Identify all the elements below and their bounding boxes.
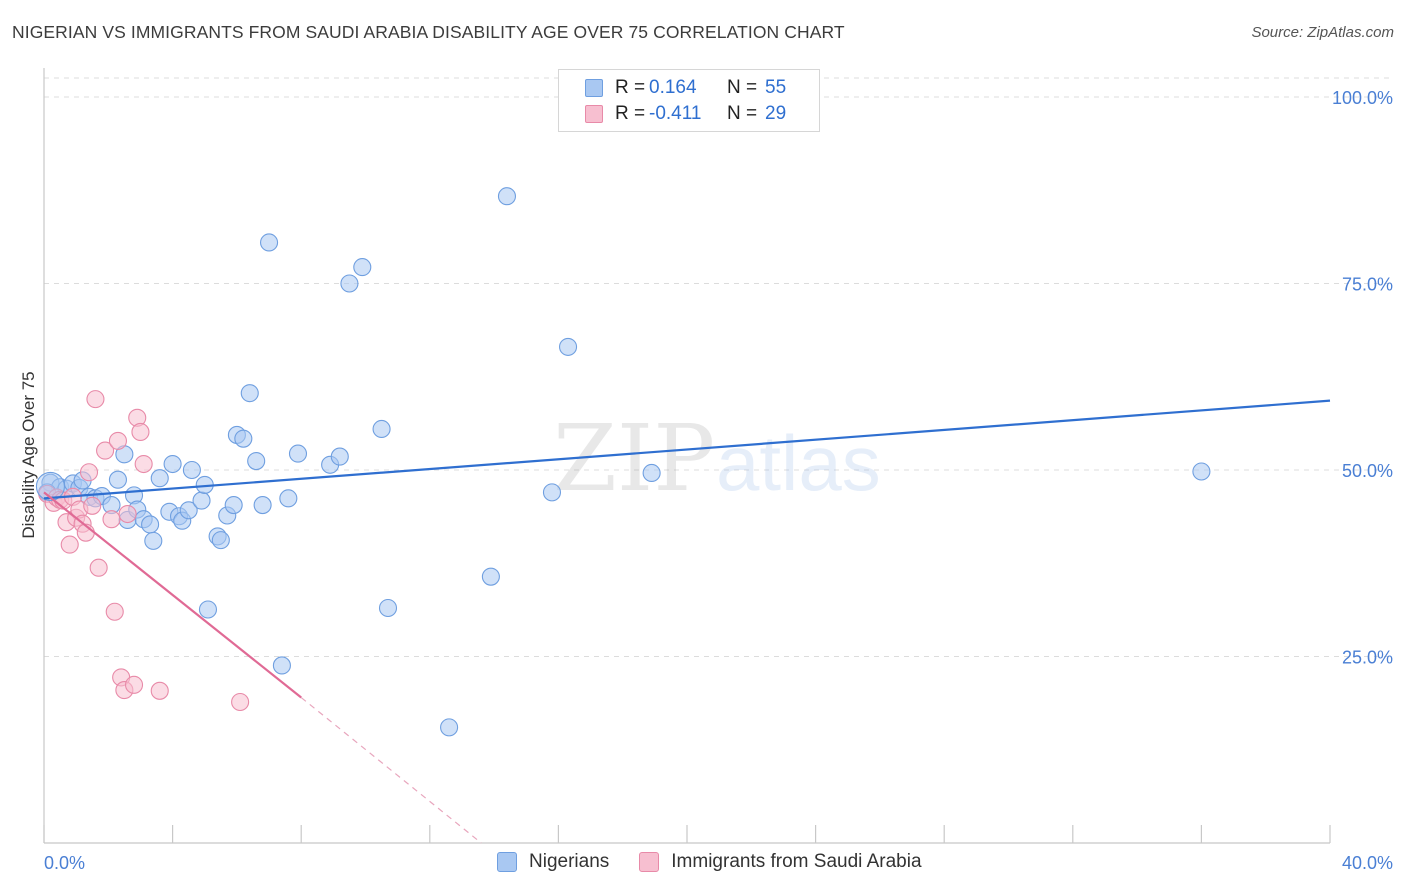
saudi-point xyxy=(124,675,144,694)
saudi-point xyxy=(105,602,124,621)
y-tick-label: 100.0% xyxy=(1332,88,1393,108)
watermark: ZIP atlas xyxy=(553,405,881,512)
legend-label-nigerians: Nigerians xyxy=(529,851,610,872)
saudi-point xyxy=(118,504,137,524)
nigerian-point xyxy=(234,429,253,448)
saudi-point xyxy=(60,535,79,554)
nigerian-point xyxy=(279,489,298,508)
nigerian-point xyxy=(642,463,661,483)
nigerian-point xyxy=(179,501,198,520)
nigerian-point xyxy=(182,460,201,480)
nigerian-point xyxy=(224,496,243,515)
y-tick-label: 75.0% xyxy=(1342,275,1393,295)
nigerian-point xyxy=(372,419,391,439)
nigerian-point xyxy=(340,274,359,293)
legend-n-value: 55 xyxy=(765,77,787,98)
tick-labels: 100.0% 75.0% 50.0% 25.0% 0.0% 40.0% xyxy=(44,88,1393,873)
saudi-point xyxy=(102,510,121,529)
legend-r-value: -0.411 xyxy=(649,103,702,124)
saudi-point xyxy=(79,463,99,482)
nigerian-point xyxy=(558,337,578,356)
legend-swatch-nigerians xyxy=(497,852,517,872)
nigerian-point xyxy=(240,384,259,403)
nigerian-trend-line xyxy=(43,399,1331,500)
saudi-point xyxy=(108,431,127,450)
legend-r-label: R = xyxy=(615,103,646,124)
nigerian-point xyxy=(330,447,349,466)
nigerian-point xyxy=(163,454,182,474)
nigerian-point xyxy=(247,451,266,471)
source-credit: Source: ZipAtlas.com xyxy=(1251,24,1394,41)
legend-swatch-saudi xyxy=(585,105,603,123)
y-tick-label: 25.0% xyxy=(1342,648,1393,668)
nigerian-point xyxy=(144,531,163,550)
axes xyxy=(43,68,1331,844)
legend-swatch-saudi xyxy=(639,852,660,872)
legend-r-value: 0.164 xyxy=(649,77,697,98)
y-tick-label: 50.0% xyxy=(1342,461,1393,481)
nigerian-point xyxy=(259,233,279,252)
saudi-point xyxy=(89,558,108,577)
nigerian-point xyxy=(141,515,160,534)
nigerian-point xyxy=(497,187,517,206)
nigerian-point xyxy=(378,598,398,618)
nigerian-point xyxy=(481,567,500,586)
saudi-point xyxy=(231,692,250,712)
trend-lines xyxy=(43,399,1331,844)
legend-item-saudi[interactable]: Immigrants from Saudi Arabia xyxy=(639,851,922,873)
saudi-trend-line xyxy=(43,491,302,699)
correlation-legend: R = 0.164 N = 55 R = -0.411 N = 29 xyxy=(558,69,820,132)
nigerian-point xyxy=(440,718,459,737)
legend-n-label: N = xyxy=(727,77,758,98)
saudi-point xyxy=(150,681,169,700)
saudi-trend-extension xyxy=(300,697,482,844)
legend-n-label: N = xyxy=(727,103,758,124)
nigerian-point xyxy=(198,600,218,619)
saudi-point xyxy=(86,390,105,409)
y-axis-title: Disability Age Over 75 xyxy=(19,371,38,538)
nigerian-point xyxy=(288,444,308,463)
nigerian-point xyxy=(1192,462,1211,481)
saudi-point xyxy=(134,454,153,474)
series-legend: Nigerians Immigrants from Saudi Arabia xyxy=(497,851,952,873)
nigerian-point xyxy=(192,491,211,510)
nigerian-point xyxy=(272,656,291,675)
nigerian-point xyxy=(150,469,169,488)
nigerian-point xyxy=(108,470,127,489)
legend-label-saudi: Immigrants from Saudi Arabia xyxy=(671,851,922,872)
legend-item-nigerians[interactable]: Nigerians xyxy=(497,851,609,873)
nigerian-point xyxy=(35,471,65,501)
nigerian-point xyxy=(353,258,372,277)
nigerian-point xyxy=(542,483,562,502)
legend-swatch-nigerians xyxy=(585,79,603,97)
data-points xyxy=(35,187,1211,737)
chart-title: NIGERIAN VS IMMIGRANTS FROM SAUDI ARABIA… xyxy=(12,22,845,42)
x-tick-label-right: 40.0% xyxy=(1342,853,1393,873)
nigerian-point xyxy=(211,531,230,550)
nigerian-point xyxy=(253,496,272,515)
legend-n-value: 29 xyxy=(765,103,787,124)
grid-lines xyxy=(44,77,1392,657)
legend-row-nigerians: R = 0.164 N = 55 xyxy=(585,76,786,100)
legend-row-saudi: R = -0.411 N = 29 xyxy=(585,102,786,126)
saudi-point xyxy=(83,496,102,515)
legend-r-label: R = xyxy=(615,77,646,98)
watermark-atlas: atlas xyxy=(716,419,881,507)
x-tick-label-left: 0.0% xyxy=(44,853,85,873)
saudi-point xyxy=(131,422,150,442)
saudi-point xyxy=(96,441,115,460)
